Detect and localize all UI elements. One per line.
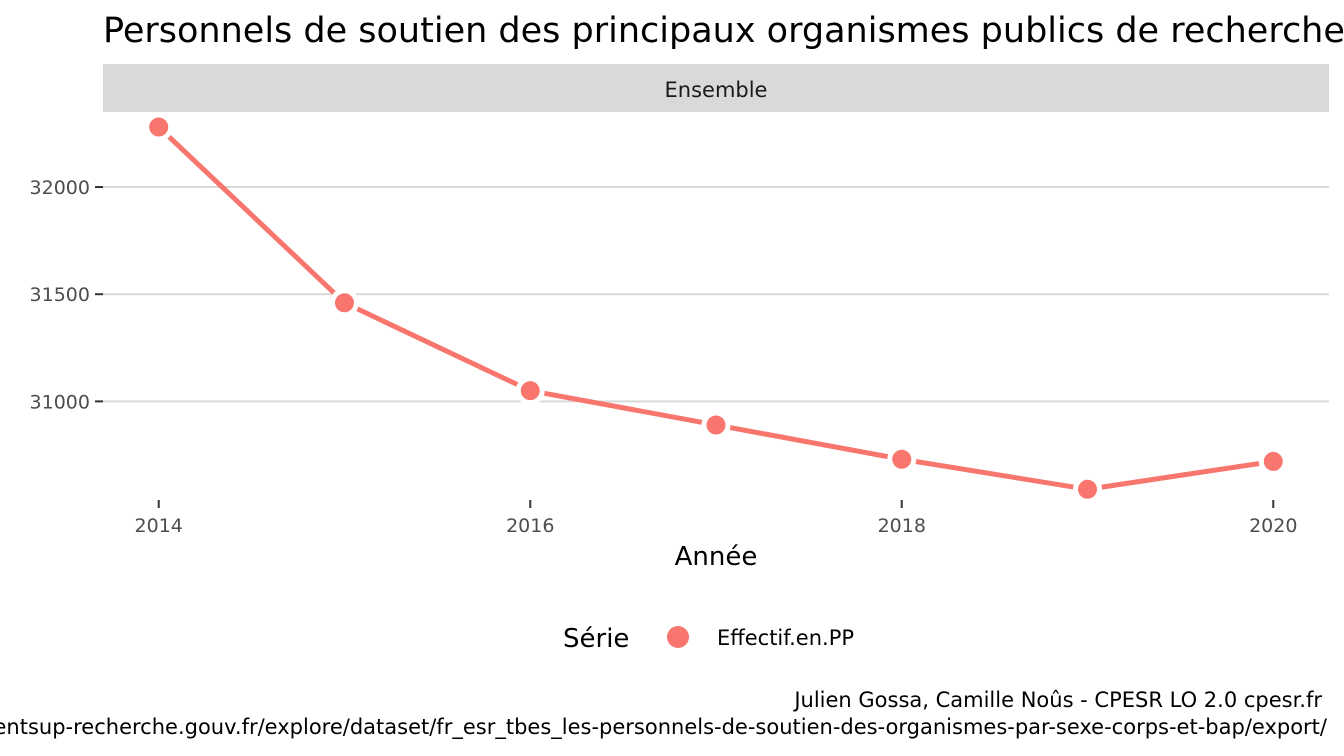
gridlines [103, 186, 1329, 403]
facet-strip [103, 64, 1329, 112]
legend: Série Effectif.en.PP [563, 624, 854, 654]
x-axis: 2014 2016 2018 2020 [135, 500, 1297, 537]
data-point [1073, 474, 1103, 504]
x-tick-label: 2016 [506, 515, 554, 537]
x-axis-title: Année [675, 542, 758, 572]
facet-label: Ensemble [665, 78, 768, 102]
y-tick-label: 32000 [30, 177, 90, 199]
x-tick-label: 2018 [878, 515, 926, 537]
data-point [329, 288, 359, 318]
data-point [1258, 446, 1288, 476]
data-point [887, 444, 917, 474]
y-tick-label: 31000 [30, 391, 90, 413]
x-tick-label: 2014 [135, 515, 183, 537]
legend-label: Effectif.en.PP [717, 626, 854, 650]
data-point [701, 410, 731, 440]
legend-marker [667, 626, 689, 648]
y-tick-label: 31500 [30, 284, 90, 306]
data-point [144, 112, 174, 142]
x-tick-label: 2020 [1249, 515, 1297, 537]
caption-source: https://data.enseignementsup-recherche.g… [0, 715, 1328, 740]
chart-title: Personnels de soutien des principaux org… [103, 11, 1344, 51]
series-layer [144, 112, 1288, 504]
data-point [515, 376, 545, 406]
caption-credit: Julien Gossa, Camille Noûs - CPESR LO 2.… [792, 688, 1322, 712]
legend-title: Série [563, 624, 629, 654]
y-axis: 31000 31500 32000 [30, 177, 103, 413]
